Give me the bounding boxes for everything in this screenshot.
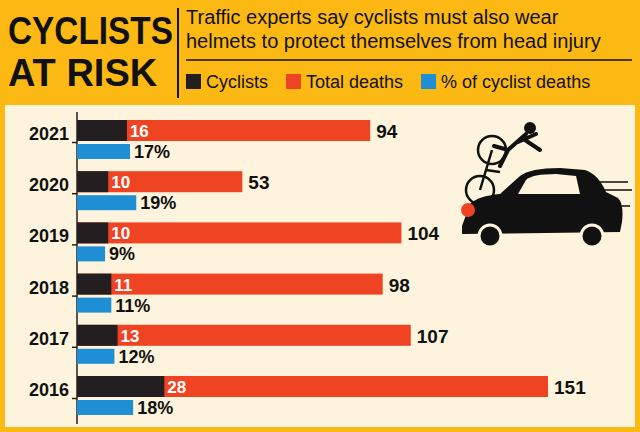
rider-body bbox=[494, 134, 540, 166]
icon bbox=[461, 122, 632, 247]
impact bbox=[461, 203, 475, 217]
bar-total bbox=[77, 325, 411, 346]
data-label: 12% bbox=[118, 347, 154, 367]
divider bbox=[177, 8, 179, 98]
data-label: 11% bbox=[115, 296, 150, 316]
bar-percent bbox=[77, 349, 114, 364]
y-tick bbox=[72, 295, 77, 297]
title: AT RISK bbox=[8, 52, 158, 94]
title: CYCLISTS bbox=[8, 10, 173, 52]
plot-background bbox=[5, 105, 635, 427]
y-tick-label: 2016 bbox=[29, 380, 69, 400]
y-tick-label: 2018 bbox=[29, 278, 69, 298]
bar-cyclists bbox=[77, 274, 111, 295]
data-label: 10 bbox=[111, 224, 130, 243]
bar-cyclists bbox=[77, 376, 164, 397]
car-wheel bbox=[479, 225, 501, 247]
y-tick bbox=[72, 142, 77, 144]
data-label: 16 bbox=[130, 122, 149, 141]
y-tick-label: 2021 bbox=[29, 124, 69, 144]
bar-cyclists bbox=[77, 222, 108, 243]
data-label: 98 bbox=[389, 275, 410, 296]
legend-swatch bbox=[186, 74, 201, 89]
y-tick-label: 2017 bbox=[29, 329, 69, 349]
bar-percent bbox=[77, 298, 111, 313]
legend-label: Total deaths bbox=[306, 72, 403, 92]
frame bbox=[0, 0, 640, 432]
data-label: 11 bbox=[114, 276, 132, 295]
legend-label: Cyclists bbox=[206, 72, 268, 92]
data-label: 107 bbox=[417, 326, 449, 347]
bar-total bbox=[77, 120, 370, 141]
y-tick bbox=[72, 193, 77, 195]
legend-swatch bbox=[421, 74, 436, 89]
legend-swatch bbox=[286, 74, 301, 89]
data-label: 13 bbox=[121, 327, 140, 346]
car-body bbox=[462, 168, 623, 234]
bar-cyclists bbox=[77, 120, 127, 141]
y-tick bbox=[72, 347, 77, 349]
data-label: 19% bbox=[140, 193, 176, 213]
legend: Cyclists Total deaths % of cyclist deaths bbox=[186, 72, 590, 92]
data-label: 151 bbox=[554, 377, 586, 398]
bar-percent bbox=[77, 400, 133, 415]
data-label: 18% bbox=[137, 398, 173, 418]
legend-label: % of cyclist deaths bbox=[441, 72, 590, 92]
data-label: 28 bbox=[167, 378, 186, 397]
car-wheel bbox=[581, 225, 603, 247]
labels: 2021 16 94 17% 2020 10 53 19% 2019 10 104 9% 2018 11 9… bbox=[29, 121, 586, 418]
data-label: 10 bbox=[111, 173, 130, 192]
y-tick bbox=[72, 398, 77, 400]
bar-total bbox=[77, 376, 548, 397]
data-label: 17% bbox=[134, 142, 170, 162]
bar-cyclists bbox=[77, 171, 108, 192]
bar-total bbox=[77, 222, 401, 243]
subtitle: helmets to protect themselves from head … bbox=[186, 30, 601, 52]
bar-percent bbox=[77, 144, 130, 159]
data-label: 94 bbox=[376, 121, 398, 142]
data-label: 53 bbox=[248, 172, 269, 193]
rule bbox=[186, 59, 632, 61]
bar-percent bbox=[77, 246, 105, 261]
bar-cyclists bbox=[77, 325, 118, 346]
bar-total bbox=[77, 274, 383, 295]
bar-percent bbox=[77, 195, 136, 210]
y-tick-label: 2020 bbox=[29, 175, 69, 195]
car-window bbox=[518, 174, 580, 194]
chart: CYCLISTSAT RISK Traffic experts say cycli… bbox=[0, 0, 640, 432]
bar-total bbox=[77, 171, 242, 192]
speed-lines bbox=[600, 182, 632, 206]
bars bbox=[77, 120, 548, 415]
data-label: 104 bbox=[407, 223, 439, 244]
y-tick bbox=[72, 244, 77, 246]
bike-frame bbox=[480, 150, 500, 190]
data-label: 9% bbox=[109, 244, 135, 264]
subtitle: Traffic experts say cyclists must also w… bbox=[186, 6, 559, 28]
y-tick-label: 2019 bbox=[29, 226, 69, 246]
